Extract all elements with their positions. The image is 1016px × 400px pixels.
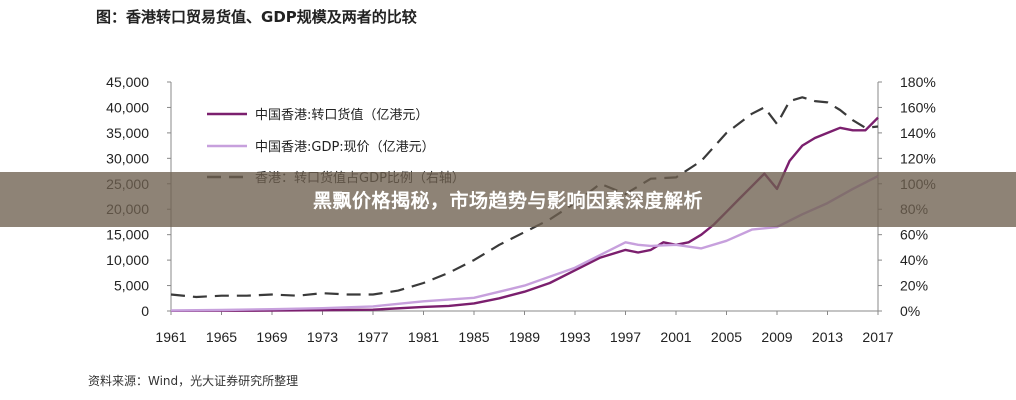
banner-title: 黑飘价格揭秘，市场趋势与影响因素深度解析 [312, 190, 703, 212]
y-right-tick-label: 20% [900, 278, 928, 294]
x-tick-label: 1965 [206, 329, 237, 345]
x-tick-label: 2017 [862, 329, 893, 345]
x-tick-label: 1997 [610, 329, 641, 345]
x-tick-label: 1981 [408, 329, 439, 345]
legend-label: 中国香港:GDP:现价（亿港元） [255, 140, 435, 155]
x-tick-label: 2005 [711, 329, 742, 345]
y-left-tick-label: 10,000 [106, 252, 149, 268]
x-tick-label: 1969 [256, 329, 287, 345]
x-tick-label: 1977 [357, 329, 388, 345]
x-tick-label: 1993 [559, 329, 590, 345]
y-left-tick-label: 40,000 [106, 99, 149, 115]
y-right-tick-label: 120% [900, 150, 936, 166]
x-tick-label: 1961 [155, 329, 186, 345]
y-left-tick-label: 0 [141, 303, 149, 319]
figure-title: 图：香港转口贸易货值、GDP规模及两者的比较 [96, 8, 417, 26]
source-note: 资料来源：Wind，光大证券研究所整理 [88, 374, 299, 388]
series-reexport-line [170, 116, 879, 312]
legend-label: 中国香港:转口货值（亿港元） [255, 107, 428, 123]
y-right-tick-label: 60% [900, 227, 928, 243]
y-left-tick-label: 35,000 [106, 125, 149, 141]
y-right-tick-label: 40% [900, 252, 928, 268]
y-right-tick-label: 140% [900, 125, 936, 141]
x-tick-label: 2001 [660, 329, 691, 345]
y-left-tick-label: 45,000 [106, 74, 149, 90]
x-tick-label: 2009 [761, 329, 792, 345]
y-left-tick-label: 30,000 [106, 150, 149, 166]
y-right-tick-label: 160% [900, 99, 936, 115]
y-right-tick-label: 180% [900, 74, 936, 90]
overlay-banner: 黑飘价格揭秘，市场趋势与影响因素深度解析 [0, 172, 1016, 227]
x-tick-label: 2013 [812, 329, 843, 345]
y-left-tick-label: 15,000 [106, 227, 149, 243]
x-tick-label: 1989 [509, 329, 540, 345]
y-left-tick-label: 5,000 [114, 278, 149, 294]
x-tick-label: 1973 [307, 329, 338, 345]
x-tick-label: 1985 [458, 329, 489, 345]
y-right-tick-label: 0% [900, 303, 920, 319]
